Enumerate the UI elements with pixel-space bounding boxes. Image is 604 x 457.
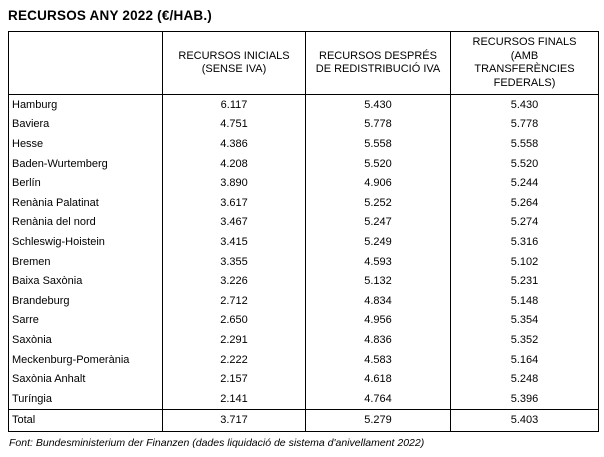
value-cell: 5.778 (450, 114, 599, 135)
region-name-cell: Hamburg (8, 94, 163, 115)
value-cell: 3.226 (162, 271, 306, 291)
value-cell: 5.520 (450, 153, 599, 174)
value-cell: 5.132 (305, 271, 451, 291)
value-cell: 5.247 (305, 212, 451, 233)
value-cell: 5.264 (450, 192, 599, 213)
table-row: Bremen 3.355 4.593 5.102 (8, 251, 599, 272)
region-name-cell: Saxònia Anhalt (8, 369, 163, 389)
region-name-cell: Meckenburg-Pomerània (8, 349, 163, 370)
value-cell: 5.558 (305, 134, 451, 154)
region-name-cell: Turíngia (8, 388, 163, 409)
table-row: Sarre 2.650 4.956 5.354 (8, 310, 599, 331)
header-cell-after-vat-redistribution: RECURSOS DESPRÉS DE REDISTRIBUCIÓ IVA (305, 31, 451, 95)
region-name-cell: Sarre (8, 310, 163, 331)
table-row: Baixa Saxònia 3.226 5.132 5.231 (8, 271, 599, 291)
region-name-cell: Berlín (8, 173, 163, 193)
value-cell: 3.617 (162, 192, 306, 213)
region-name-cell: Baixa Saxònia (8, 271, 163, 291)
table-row: Hamburg 6.117 5.430 5.430 (8, 94, 599, 115)
region-name-cell: Brandeburg (8, 290, 163, 311)
value-cell: 4.593 (305, 251, 451, 272)
value-cell: 3.717 (162, 408, 306, 432)
value-cell: 5.274 (450, 212, 599, 233)
value-cell: 4.764 (305, 388, 451, 409)
value-cell: 5.148 (450, 290, 599, 311)
region-name-cell: Total (8, 408, 163, 432)
value-cell: 4.836 (305, 330, 451, 350)
header-cell-initial-resources: RECURSOS INICIALS (SENSE IVA) (162, 31, 306, 95)
value-cell: 5.164 (450, 349, 599, 370)
value-cell: 4.208 (162, 153, 306, 174)
value-cell: 2.712 (162, 290, 306, 311)
value-cell: 2.222 (162, 349, 306, 370)
value-cell: 5.430 (450, 94, 599, 115)
table-row: Schleswig-Hoistein 3.415 5.249 5.316 (8, 232, 599, 252)
region-name-cell: Saxònia (8, 330, 163, 350)
value-cell: 5.403 (450, 408, 599, 432)
table-row: Meckenburg-Pomerània 2.222 4.583 5.164 (8, 349, 599, 370)
table-row: Hesse 4.386 5.558 5.558 (8, 134, 599, 154)
table-body: Hamburg 6.117 5.430 5.430 Baviera 4.751 5.778 5… (8, 94, 599, 432)
table-header-row: RECURSOS INICIALS (SENSE IVA) RECURSOS D… (8, 31, 599, 95)
header-cell-final-resources: RECURSOS FINALS (AMB TRANSFERÈNCIES FEDE… (450, 31, 599, 95)
region-name-cell: Baviera (8, 114, 163, 135)
value-cell: 5.354 (450, 310, 599, 331)
value-cell: 5.248 (450, 369, 599, 389)
value-cell: 5.244 (450, 173, 599, 193)
value-cell: 5.279 (305, 408, 451, 432)
region-name-cell: Hesse (8, 134, 163, 154)
table-total-row: Total 3.717 5.279 5.403 (8, 408, 599, 432)
value-cell: 4.906 (305, 173, 451, 193)
value-cell: 4.751 (162, 114, 306, 135)
region-name-cell: Bremen (8, 251, 163, 272)
value-cell: 5.231 (450, 271, 599, 291)
value-cell: 5.558 (450, 134, 599, 154)
value-cell: 5.352 (450, 330, 599, 350)
table-row: Renània del nord 3.467 5.247 5.274 (8, 212, 599, 233)
value-cell: 5.520 (305, 153, 451, 174)
page-title: RECURSOS ANY 2022 (€/HAB.) (8, 8, 213, 23)
value-cell: 4.618 (305, 369, 451, 389)
value-cell: 2.650 (162, 310, 306, 331)
region-name-cell: Baden-Wurtemberg (8, 153, 163, 174)
value-cell: 5.249 (305, 232, 451, 252)
value-cell: 4.834 (305, 290, 451, 311)
value-cell: 4.386 (162, 134, 306, 154)
region-name-cell: Schleswig-Hoistein (8, 232, 163, 252)
value-cell: 4.956 (305, 310, 451, 331)
value-cell: 2.157 (162, 369, 306, 389)
value-cell: 5.316 (450, 232, 599, 252)
header-cell-region (8, 31, 163, 95)
source-note: Font: Bundesministerium der Finanzen (da… (9, 436, 425, 449)
table-row: Saxònia 2.291 4.836 5.352 (8, 330, 599, 350)
table-row: Berlín 3.890 4.906 5.244 (8, 173, 599, 193)
table-row: Saxònia Anhalt 2.157 4.618 5.248 (8, 369, 599, 389)
value-cell: 4.583 (305, 349, 451, 370)
value-cell: 2.291 (162, 330, 306, 350)
value-cell: 3.355 (162, 251, 306, 272)
value-cell: 5.396 (450, 388, 599, 409)
value-cell: 5.102 (450, 251, 599, 272)
region-name-cell: Renània del nord (8, 212, 163, 233)
value-cell: 5.778 (305, 114, 451, 135)
value-cell: 3.890 (162, 173, 306, 193)
table-row: Baviera 4.751 5.778 5.778 (8, 114, 599, 135)
value-cell: 6.117 (162, 94, 306, 115)
value-cell: 3.467 (162, 212, 306, 233)
table-row: Turíngia 2.141 4.764 5.396 (8, 388, 599, 409)
table-row: Renània Palatinat 3.617 5.252 5.264 (8, 192, 599, 213)
value-cell: 5.252 (305, 192, 451, 213)
value-cell: 3.415 (162, 232, 306, 252)
value-cell: 2.141 (162, 388, 306, 409)
resources-table: RECURSOS INICIALS (SENSE IVA) RECURSOS D… (8, 31, 599, 432)
region-name-cell: Renània Palatinat (8, 192, 163, 213)
table-row: Baden-Wurtemberg 4.208 5.520 5.520 (8, 153, 599, 174)
value-cell: 5.430 (305, 94, 451, 115)
table-row: Brandeburg 2.712 4.834 5.148 (8, 290, 599, 311)
